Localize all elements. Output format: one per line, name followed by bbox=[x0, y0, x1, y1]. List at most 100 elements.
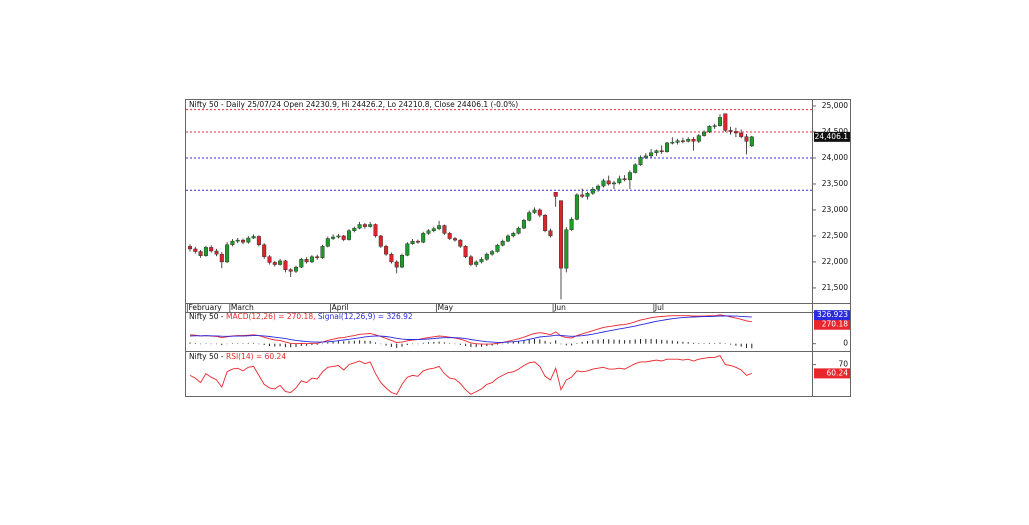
candle-body bbox=[458, 239, 463, 247]
candle-body bbox=[203, 247, 208, 256]
histogram-bar bbox=[502, 343, 504, 345]
candle-body bbox=[686, 139, 691, 142]
candle-body bbox=[500, 240, 505, 246]
histogram-bar bbox=[708, 342, 710, 344]
histogram-bar bbox=[348, 340, 350, 344]
candle-body bbox=[702, 131, 707, 136]
candle-body bbox=[675, 140, 680, 143]
candle-body bbox=[585, 193, 590, 197]
histogram-bar bbox=[406, 343, 408, 346]
candle-body bbox=[580, 194, 585, 197]
candle-body bbox=[612, 182, 617, 185]
candle-body bbox=[405, 243, 410, 256]
histogram-bar bbox=[608, 339, 610, 344]
candle-body bbox=[696, 135, 701, 142]
candle-body bbox=[606, 180, 611, 185]
panel-prefix: Nifty 50 - bbox=[189, 352, 224, 361]
candle-body bbox=[633, 164, 638, 173]
candle-body bbox=[516, 227, 521, 234]
histogram-bar bbox=[221, 343, 223, 346]
histogram-bar bbox=[645, 338, 647, 344]
histogram-bar bbox=[475, 343, 477, 348]
panel-prefix: Nifty 50 - bbox=[189, 312, 224, 321]
candle-body bbox=[214, 250, 219, 255]
histogram-bar bbox=[634, 339, 636, 344]
candle-body bbox=[691, 139, 696, 142]
candle-body bbox=[219, 253, 224, 263]
histogram-bar bbox=[650, 338, 652, 344]
candle-body bbox=[256, 236, 261, 245]
histogram-bar bbox=[369, 340, 371, 344]
candle-body bbox=[431, 228, 436, 231]
histogram-bar bbox=[306, 343, 308, 346]
histogram-bar bbox=[560, 343, 562, 345]
candle-body bbox=[739, 132, 744, 137]
histogram-bar bbox=[661, 339, 663, 344]
candle-body bbox=[325, 238, 330, 247]
price-label-box bbox=[814, 131, 850, 142]
histogram-bar bbox=[730, 343, 732, 345]
candle-body bbox=[506, 235, 511, 242]
histogram-bar bbox=[481, 343, 482, 347]
x-tick-label: Jun bbox=[553, 303, 566, 312]
histogram-bar bbox=[592, 340, 594, 344]
histogram-bar bbox=[528, 339, 530, 344]
histogram-bar bbox=[417, 343, 419, 345]
histogram-bar bbox=[284, 343, 286, 348]
histogram-bar bbox=[486, 343, 488, 347]
legend-entry: MACD(12,26) = 270.18, bbox=[226, 312, 315, 321]
candle-body bbox=[240, 239, 245, 243]
candle-body bbox=[474, 261, 479, 265]
histogram-bar bbox=[544, 340, 546, 344]
candle-body bbox=[495, 245, 500, 252]
histogram-bar bbox=[751, 343, 753, 349]
candle-body bbox=[262, 244, 267, 257]
histogram-bar bbox=[507, 342, 509, 344]
histogram-bar bbox=[549, 342, 551, 344]
y-tick-label: 23,500 bbox=[822, 179, 848, 188]
histogram-bar bbox=[380, 343, 382, 345]
histogram-bar bbox=[491, 343, 493, 346]
histogram-bar bbox=[512, 341, 514, 344]
candle-body bbox=[400, 254, 405, 268]
histogram-bar bbox=[401, 343, 403, 347]
histogram-bar bbox=[746, 343, 747, 348]
candle-body bbox=[341, 235, 346, 240]
candle-body bbox=[511, 233, 516, 237]
candle-body bbox=[723, 113, 728, 131]
price-label: 24,406.1 bbox=[815, 132, 849, 141]
candle-body bbox=[193, 248, 198, 252]
value-label: 60.24 bbox=[827, 368, 849, 377]
y-tick-label: 0 bbox=[843, 339, 848, 348]
x-tick-label: Jul bbox=[654, 303, 664, 312]
histogram-bar bbox=[677, 341, 679, 344]
y-tick-label: 21,500 bbox=[822, 283, 848, 292]
candle-body bbox=[521, 220, 526, 229]
candle-body bbox=[749, 136, 754, 147]
histogram-bar bbox=[210, 343, 212, 345]
candle-body bbox=[320, 246, 325, 258]
histogram-bar bbox=[740, 343, 742, 347]
candle-body bbox=[294, 266, 299, 272]
candle-body bbox=[553, 192, 558, 197]
candle-body bbox=[548, 230, 553, 237]
histogram-bar bbox=[698, 342, 700, 344]
candle-body bbox=[537, 209, 542, 216]
histogram-bar bbox=[216, 343, 217, 345]
histogram-bar bbox=[735, 343, 737, 346]
candle-body bbox=[357, 224, 362, 229]
histogram-bar bbox=[555, 340, 557, 344]
histogram-bar bbox=[518, 341, 520, 344]
candle-body bbox=[453, 238, 458, 241]
histogram-bar bbox=[438, 341, 440, 344]
candle-body bbox=[564, 229, 569, 269]
candle-body bbox=[484, 253, 489, 260]
candle-body bbox=[225, 244, 230, 263]
histogram-bar bbox=[682, 341, 684, 344]
histogram-bar bbox=[200, 343, 202, 345]
histogram-bar bbox=[274, 343, 276, 347]
y-tick-label: 22,000 bbox=[822, 257, 848, 266]
histogram-bar bbox=[311, 343, 313, 346]
